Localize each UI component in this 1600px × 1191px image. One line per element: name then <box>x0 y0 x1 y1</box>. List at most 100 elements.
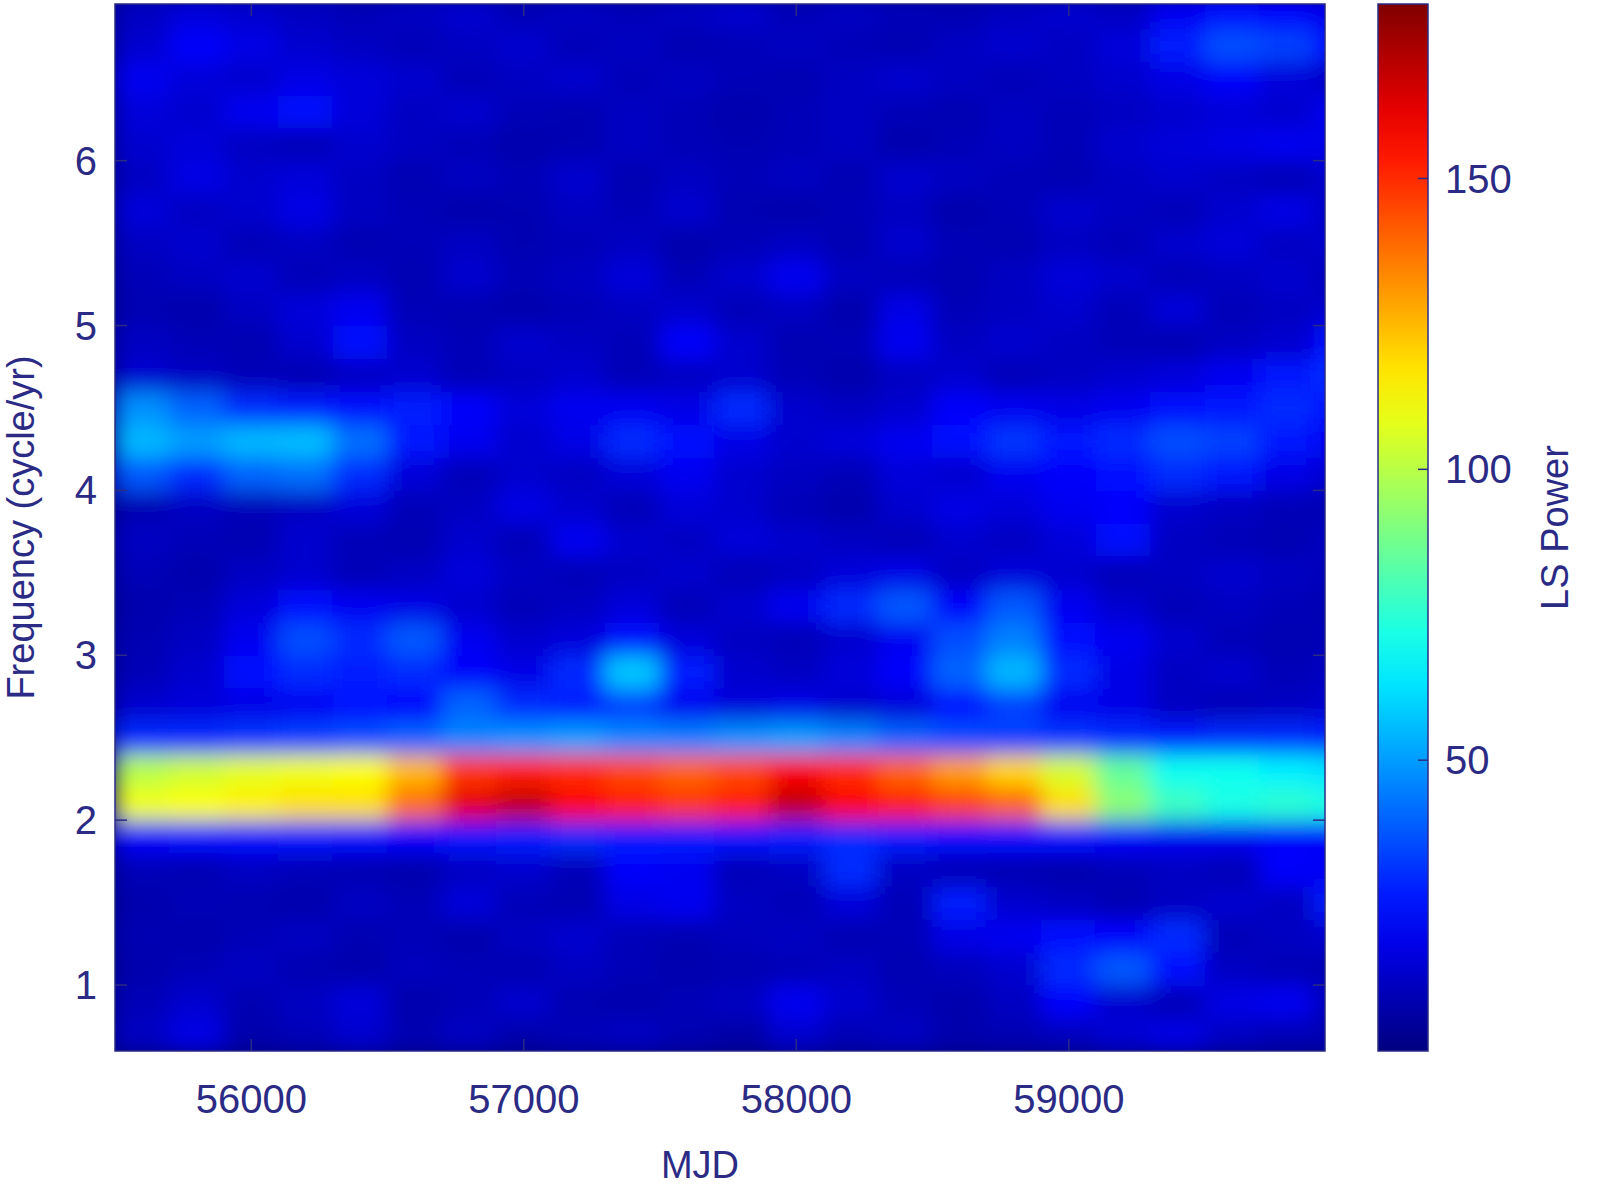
heatmap-cell <box>169 61 225 95</box>
heatmap-cell <box>714 61 770 95</box>
heatmap-cell <box>169 490 225 524</box>
heatmap-cell <box>551 391 607 425</box>
heatmap-cell <box>224 589 280 623</box>
heatmap-cell <box>224 688 280 722</box>
heatmap-cell <box>1041 259 1097 293</box>
heatmap-cell <box>605 28 661 62</box>
heatmap-cell <box>769 919 825 953</box>
heatmap-cell <box>278 589 334 623</box>
heatmap-cell <box>442 94 498 128</box>
x-tick <box>251 1039 253 1051</box>
heatmap-cell <box>878 622 934 656</box>
heatmap-cell <box>932 523 988 557</box>
heatmap-cell <box>387 919 443 953</box>
heatmap-cell <box>1259 919 1315 953</box>
heatmap-cell <box>1314 688 1325 722</box>
heatmap-cell <box>278 1018 334 1051</box>
heatmap-cell <box>1150 589 1206 623</box>
heatmap-cell <box>387 391 443 425</box>
heatmap-cell <box>333 28 389 62</box>
heatmap-cell <box>224 61 280 95</box>
heatmap-cell <box>1150 523 1206 557</box>
heatmap-cell <box>551 721 607 755</box>
heatmap-cell <box>224 193 280 227</box>
heatmap-cell <box>714 28 770 62</box>
heatmap-cell <box>932 721 988 755</box>
heatmap-cell <box>551 523 607 557</box>
heatmap-cell <box>1041 556 1097 590</box>
heatmap-cell <box>823 160 879 194</box>
heatmap-cell <box>1096 292 1152 326</box>
y-tick <box>1313 160 1325 162</box>
heatmap-cell <box>1259 853 1315 887</box>
heatmap-cell <box>1314 985 1325 1019</box>
heatmap-cell <box>442 325 498 359</box>
heatmap-cell <box>987 424 1043 458</box>
heatmap-cell <box>769 985 825 1019</box>
heatmap-cell <box>605 820 661 854</box>
heatmap-cell <box>987 28 1043 62</box>
heatmap-cell <box>1205 457 1261 491</box>
heatmap-cell <box>115 688 170 722</box>
heatmap-cell <box>442 160 498 194</box>
heatmap-cell <box>1259 589 1315 623</box>
heatmap-cell <box>1096 853 1152 887</box>
heatmap-cell <box>714 325 770 359</box>
heatmap-cell <box>278 424 334 458</box>
heatmap-cell <box>387 556 443 590</box>
heatmap-cell <box>1314 391 1325 425</box>
heatmap-cell <box>1205 226 1261 260</box>
heatmap-cell <box>714 820 770 854</box>
heatmap-cell <box>605 391 661 425</box>
heatmap-cell <box>1259 193 1315 227</box>
heatmap-cell <box>169 556 225 590</box>
heatmap-cell <box>605 556 661 590</box>
heatmap-cell <box>1150 160 1206 194</box>
heatmap-cell <box>1041 589 1097 623</box>
heatmap-cell <box>278 820 334 854</box>
heatmap-cell <box>1096 391 1152 425</box>
heatmap-cell <box>496 160 552 194</box>
heatmap-cell <box>1096 226 1152 260</box>
heatmap-cell <box>878 490 934 524</box>
heatmap-cell <box>224 655 280 689</box>
heatmap-cell <box>169 688 225 722</box>
heatmap-cell <box>987 226 1043 260</box>
heatmap-cell <box>387 688 443 722</box>
heatmap-cell <box>878 820 934 854</box>
heatmap-cell <box>333 985 389 1019</box>
heatmap-cell <box>1041 160 1097 194</box>
heatmap-cell <box>1096 94 1152 128</box>
heatmap-cell <box>1150 61 1206 95</box>
heatmap-cell <box>551 4 607 29</box>
heatmap-cell <box>605 4 661 29</box>
heatmap-cell <box>660 886 716 920</box>
heatmap-cell <box>932 589 988 623</box>
heatmap-cell <box>115 226 170 260</box>
heatmap-cell <box>115 754 170 788</box>
heatmap-cell <box>1041 325 1097 359</box>
heatmap-cell <box>714 622 770 656</box>
heatmap-cell <box>442 523 498 557</box>
heatmap-cell <box>333 721 389 755</box>
colorbar-title: LS Power <box>1534 445 1576 610</box>
heatmap-cell <box>932 457 988 491</box>
heatmap-cell <box>932 556 988 590</box>
heatmap-cell <box>660 424 716 458</box>
heatmap-cell <box>169 721 225 755</box>
heatmap-cell <box>278 985 334 1019</box>
heatmap-cell <box>1041 193 1097 227</box>
heatmap-cell <box>987 292 1043 326</box>
heatmap-cell <box>496 919 552 953</box>
heatmap-cell <box>278 358 334 392</box>
heatmap-cell <box>605 589 661 623</box>
y-tick <box>1313 655 1325 657</box>
heatmap-cell <box>333 688 389 722</box>
heatmap-cell <box>878 457 934 491</box>
heatmap-cell <box>1205 193 1261 227</box>
heatmap-cell <box>769 523 825 557</box>
heatmap-cell <box>1041 622 1097 656</box>
heatmap-cell <box>224 523 280 557</box>
heatmap-cell <box>714 226 770 260</box>
heatmap-cell <box>278 226 334 260</box>
